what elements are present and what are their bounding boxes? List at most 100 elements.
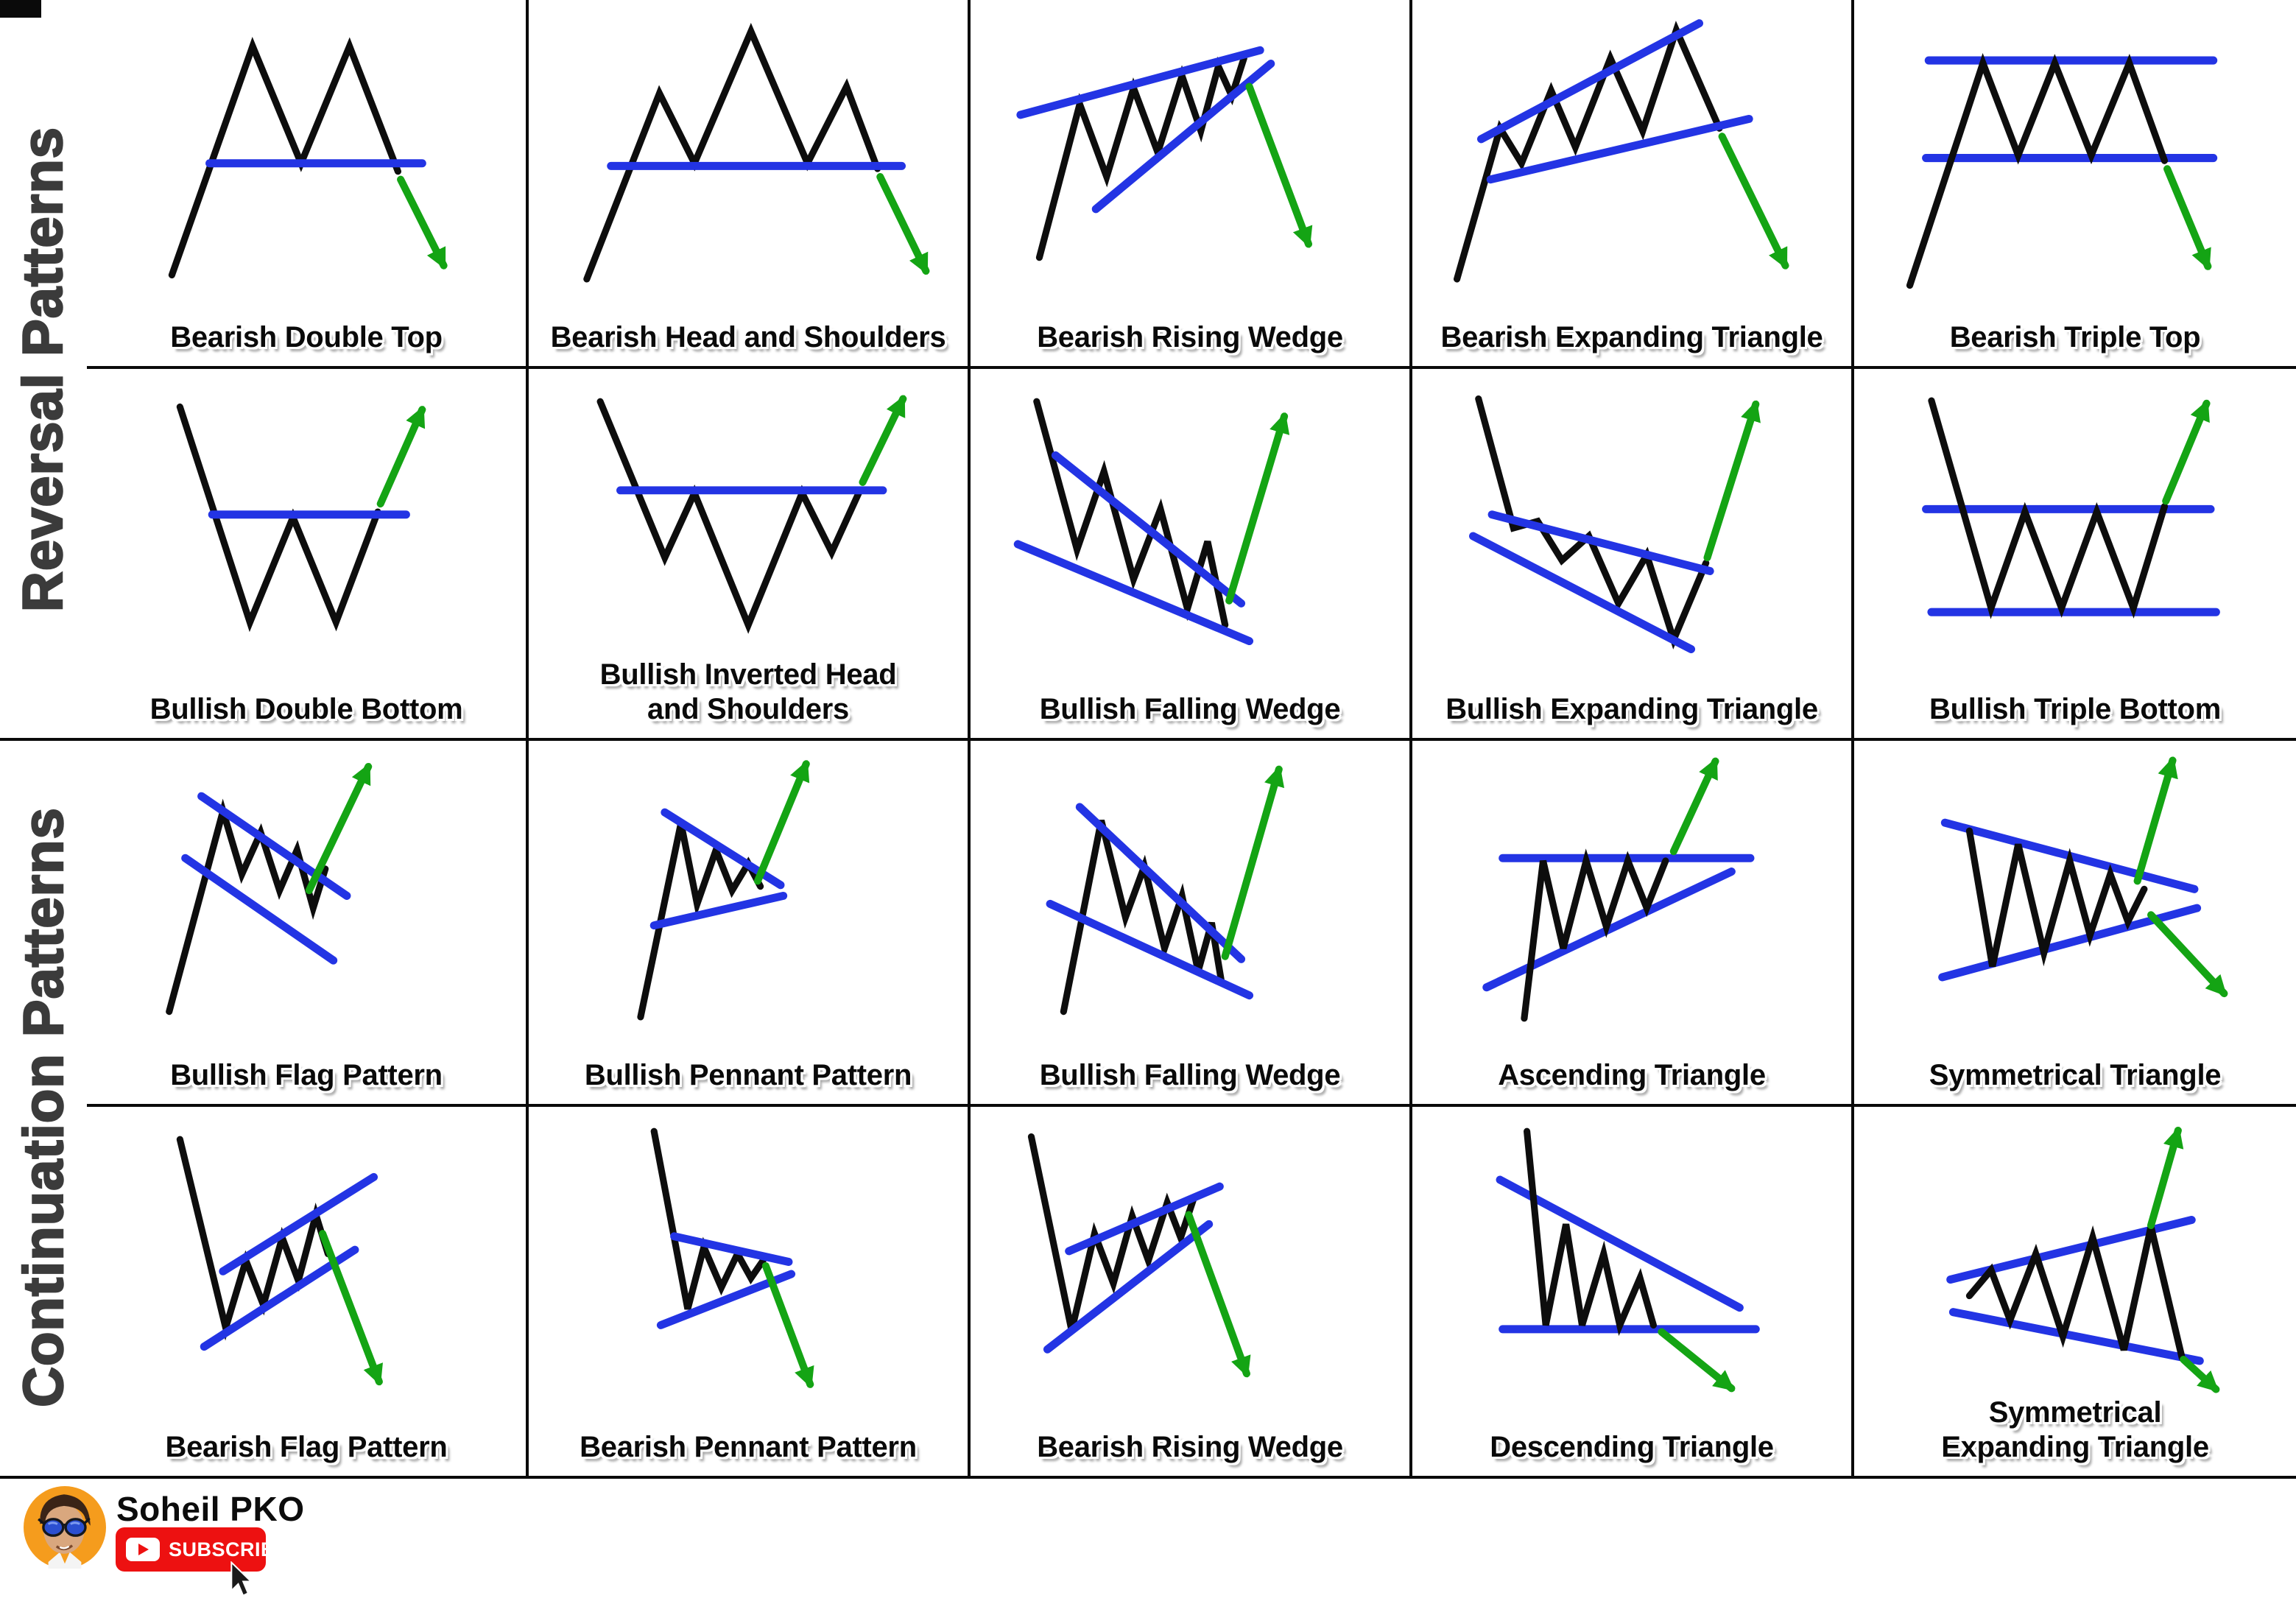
price-line bbox=[650, 1127, 767, 1310]
ascending-triangle-diagram bbox=[1482, 757, 1755, 1022]
breakout-arrow bbox=[859, 395, 907, 486]
resistance-line bbox=[1496, 1175, 1744, 1312]
breakout-arrow bbox=[1221, 765, 1284, 960]
pattern-cell-bullish-triple-bottom: Bullish Triple Bottom bbox=[1854, 369, 2296, 738]
price-line bbox=[1965, 827, 2148, 968]
breakout-arrow bbox=[761, 1262, 814, 1389]
pattern-cell-bullish-flag: Bullish Flag Pattern bbox=[87, 738, 529, 1107]
pattern-cell-bullish-falling-wedge: Bullish Falling Wedge bbox=[971, 369, 1412, 738]
channel-upper-line bbox=[197, 792, 351, 900]
pattern-label: Ascending Triangle bbox=[1498, 1058, 1766, 1091]
bullish-flag-diagram bbox=[165, 762, 373, 1016]
subscribe-button-label: SUBSCRIBE bbox=[169, 1538, 289, 1560]
pattern-cell-symmetrical-triangle: Symmetrical Triangle bbox=[1854, 738, 2296, 1107]
resistance-line bbox=[1075, 803, 1245, 963]
bearish-double-top-diagram bbox=[168, 36, 448, 279]
price-line bbox=[596, 398, 864, 634]
breakout-arrow bbox=[1225, 412, 1289, 605]
price-line bbox=[1060, 819, 1225, 1016]
pennant-upper-line bbox=[669, 1232, 793, 1267]
breakout-arrow bbox=[318, 1230, 383, 1386]
symmetrical-triangle-diagram bbox=[1938, 756, 2228, 998]
price-line bbox=[1928, 397, 2169, 619]
pattern-cell-bullish-double-bottom: Bullish Double Bottom bbox=[87, 369, 529, 738]
breakout-arrow bbox=[376, 406, 426, 508]
breakout-arrow bbox=[1703, 400, 1761, 562]
bearish-head-and-shoulders-diagram bbox=[583, 23, 930, 283]
pattern-cell-ascending-triangle: Ascending Triangle bbox=[1412, 738, 1854, 1107]
bearish-expanding-triangle-diagram bbox=[1453, 19, 1789, 283]
pattern-label: Bullish Inverted Head and Shoulders bbox=[599, 658, 897, 725]
price-line bbox=[165, 798, 329, 1016]
pattern-cell-bearish-double-top: Bearish Double Top bbox=[87, 0, 529, 369]
bearish-pennant-diagram bbox=[650, 1127, 814, 1389]
bullish-triple-bottom-diagram bbox=[1922, 397, 2220, 619]
breakout-arrow bbox=[876, 173, 930, 275]
patterns-grid: Bearish Double Top Bearish Head and Shou… bbox=[87, 0, 2296, 1476]
pattern-label: Bullish Flag Pattern bbox=[170, 1058, 443, 1091]
pattern-cell-bearish-expanding-triangle: Bearish Expanding Triangle bbox=[1412, 0, 1854, 369]
subscribe-button[interactable]: SUBSCRIBE bbox=[116, 1527, 289, 1572]
price-line bbox=[1033, 398, 1229, 629]
price-line bbox=[1521, 848, 1669, 1022]
pattern-label: Bearish Rising Wedge bbox=[1037, 320, 1343, 353]
bearish-flag-diagram bbox=[176, 1136, 383, 1386]
pattern-cell-bearish-pennant: Bearish Pennant Pattern bbox=[529, 1107, 971, 1476]
pattern-label: Bullish Falling Wedge bbox=[1039, 1058, 1341, 1091]
bearish-triple-top-diagram bbox=[1906, 53, 2218, 289]
price-line bbox=[1965, 1225, 2186, 1362]
breakout-arrow-up bbox=[2133, 756, 2178, 885]
pattern-cell-symmetrical-expanding-triangle: Symmetrical Expanding Triangle bbox=[1854, 1107, 2296, 1476]
pattern-label: Bearish Triple Top bbox=[1949, 320, 2201, 353]
pattern-cell-bullish-falling-wedge-continuation: Bullish Falling Wedge bbox=[971, 738, 1412, 1107]
pattern-cell-descending-triangle: Descending Triangle bbox=[1412, 1107, 1854, 1476]
pattern-cell-bullish-pennant: Bullish Pennant Pattern bbox=[529, 738, 971, 1107]
section-title-continuation: Continuation Patterns bbox=[0, 738, 87, 1476]
pattern-cell-bearish-rising-wedge-continuation: Bearish Rising Wedge bbox=[971, 1107, 1412, 1476]
pattern-cell-bearish-head-and-shoulders: Bearish Head and Shoulders bbox=[529, 0, 971, 369]
section-divider-line bbox=[0, 738, 2296, 741]
bullish-inverted-head-and-shoulders-diagram bbox=[596, 395, 907, 634]
section-title-reversal: Reversal Patterns bbox=[0, 0, 87, 738]
price-line bbox=[1906, 53, 2169, 289]
support-line bbox=[1013, 540, 1253, 646]
pattern-cell-bearish-flag: Bearish Flag Pattern bbox=[87, 1107, 529, 1476]
breakout-arrow bbox=[753, 760, 810, 885]
corner-mark bbox=[0, 0, 41, 18]
breakout-arrow bbox=[1718, 133, 1789, 270]
pattern-cell-bullish-inverted-head-and-shoulders: Bullish Inverted Head and Shoulders bbox=[529, 369, 971, 738]
price-line bbox=[1027, 1133, 1198, 1331]
price-line bbox=[583, 23, 881, 283]
sunglasses-icon bbox=[38, 1517, 91, 1537]
resistance-line bbox=[1476, 19, 1703, 144]
price-line bbox=[176, 1136, 331, 1341]
mouse-cursor-icon bbox=[230, 1561, 253, 1597]
pattern-label: Bullish Expanding Triangle bbox=[1445, 692, 1818, 725]
pattern-cell-bullish-expanding-triangle: Bullish Expanding Triangle bbox=[1412, 369, 1854, 738]
support-line bbox=[1043, 1220, 1214, 1354]
resistance-line bbox=[1016, 46, 1264, 119]
pattern-cell-bearish-rising-wedge: Bearish Rising Wedge bbox=[971, 0, 1412, 369]
breakout-arrow bbox=[305, 762, 373, 895]
bearish-rising-wedge-continuation-diagram bbox=[1027, 1133, 1251, 1378]
channel-avatar[interactable] bbox=[24, 1486, 106, 1569]
breakout-arrow bbox=[396, 175, 448, 270]
bullish-falling-wedge-diagram bbox=[1013, 398, 1289, 646]
pattern-label: Symmetrical Expanding Triangle bbox=[1941, 1396, 2209, 1463]
breakout-arrow bbox=[1185, 1211, 1251, 1378]
support-line bbox=[1091, 60, 1275, 214]
symmetrical-expanding-triangle-diagram bbox=[1946, 1126, 2220, 1393]
breakout-arrow-up bbox=[2147, 1126, 2184, 1229]
channel-lower-line bbox=[200, 1245, 359, 1351]
pattern-label: Symmetrical Triangle bbox=[1929, 1058, 2222, 1091]
breakout-arrow bbox=[2163, 165, 2212, 270]
channel-upper-line bbox=[219, 1172, 378, 1275]
support-line bbox=[1046, 899, 1253, 1000]
support-line bbox=[1486, 114, 1753, 184]
section-title-text: Reversal Patterns bbox=[11, 125, 76, 613]
pennant-lower-line bbox=[649, 891, 787, 930]
breakout-arrow bbox=[1669, 757, 1719, 856]
channel-name: Soheil PKO bbox=[116, 1490, 305, 1528]
resistance-line bbox=[1065, 1182, 1224, 1256]
